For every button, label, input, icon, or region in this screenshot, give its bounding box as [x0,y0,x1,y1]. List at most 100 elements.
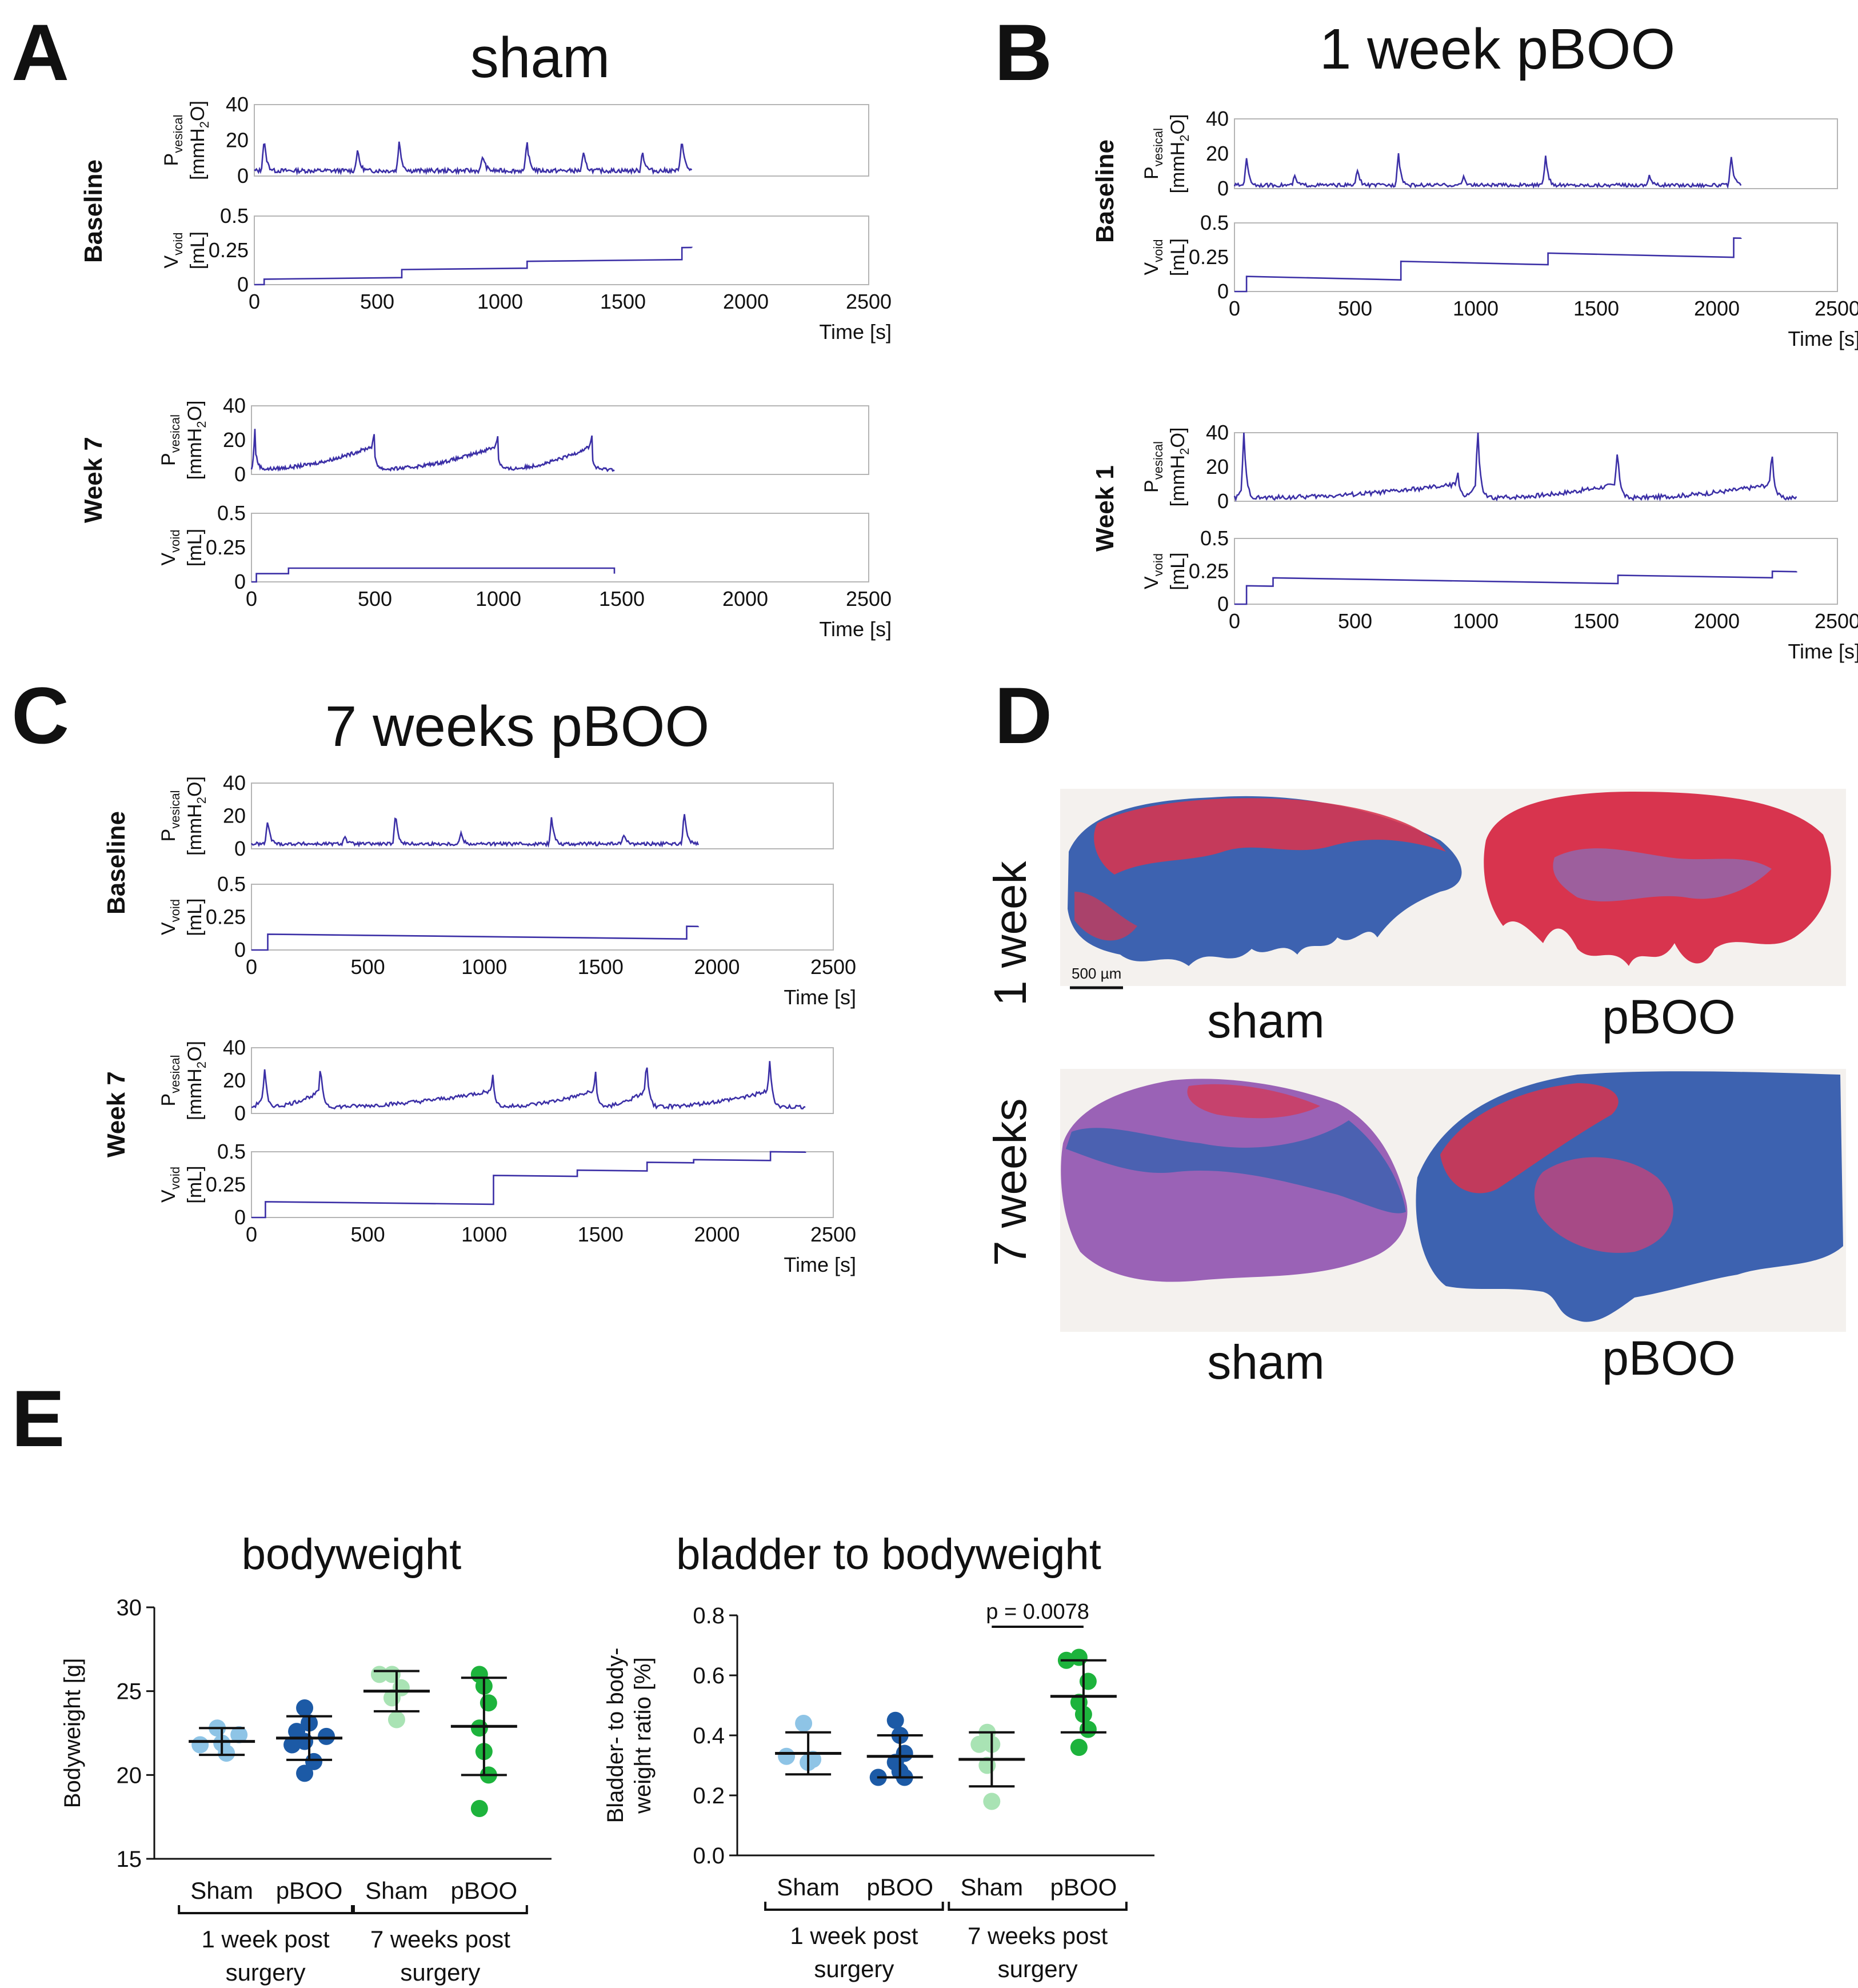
histology-sham-7-weeks [1061,1079,1408,1282]
y-axis-label: Bodyweight [g] [60,1658,85,1808]
y-axis-label: Pvesical [mmH2O] [1141,428,1192,507]
data-point [480,1694,497,1712]
x-tick-label: 1500 [578,955,624,979]
y-tick-label: 0.5 [220,204,249,227]
x-tick-label: 0 [1229,609,1240,633]
y-tick-label: 20 [223,428,246,452]
y-tick-label: 0 [1217,177,1229,200]
plot-frame [1234,432,1838,502]
y-tick-label: 0 [234,837,246,860]
y-tick-label: 0.0 [693,1843,725,1869]
y-tick-label: 0 [234,1101,246,1125]
y-axis-label: Vvoid [mL] [161,231,209,269]
x-tick-label: 500 [358,587,392,610]
plot-frame [251,884,834,951]
group-label: surgery [998,1955,1078,1982]
svg-text:Pvesical: Pvesical [1141,441,1165,493]
subplot-a-week7-volume: 0 0.25 0.5 Vvoid [mL] 0 500 1000 1500 2000 2500 Tim… [158,501,892,641]
plot-frame [251,783,834,849]
subplot-c-week7-volume: 0 0.25 0.5 Vvoid [mL] 0 500 1000 1500 2000 2500 Tim… [158,1140,856,1276]
histology-row-7-weeks: 7 weeks [985,1099,1036,1266]
histology-sham-7-weeks-collagen [1066,1120,1406,1213]
y-tick-label: 25 [117,1679,142,1704]
x-tick-label: 1000 [477,290,523,313]
y-tick-label: 0.5 [217,872,246,896]
y-tick-label: 15 [117,1847,142,1872]
x-tick-label: 1500 [599,587,645,610]
y-tick-label: 40 [1206,107,1229,130]
panel-c-title: 7 weeks pBOO [325,694,710,759]
y-tick-label: 0 [1217,280,1229,303]
y-tick-label: 0.5 [1200,526,1229,550]
y-axis-label: Pvesical [mmH2O] [158,776,209,856]
svg-text:Vvoid: Vvoid [1141,553,1165,589]
y-axis-label: Vvoid [mL] [1141,238,1189,276]
y-tick-label: 0 [234,462,246,486]
svg-text:Vvoid: Vvoid [1141,239,1165,275]
svg-text:Pvesical: Pvesical [1141,128,1165,179]
plot-title: bladder to bodyweight [676,1530,1101,1579]
x-tick-label: 1500 [1573,297,1619,320]
subplot-a-baseline-pressure: 0 20 40 Pvesical [mmH2O] [161,93,869,187]
x-tick-label: 2000 [694,955,740,979]
histology-col-sham-2: sham [1207,1335,1324,1389]
x-tick-label: 2500 [1815,297,1858,320]
y-tick-label: 0.8 [693,1603,725,1628]
trace-line [254,246,693,286]
svg-text:Pvesical: Pvesical [158,791,182,842]
histology-pboo-1-week-collagen [1553,848,1772,902]
svg-text:[mL]: [mL] [184,898,206,936]
y-tick-label: 0 [234,570,246,593]
category-label: pBOO [866,1874,933,1901]
x-axis-label: Time [s] [819,617,892,641]
panel-a-title: sham [470,26,610,90]
svg-text:[mmH2O]: [mmH2O] [184,1041,209,1120]
group-label: 7 weeks post [370,1926,510,1953]
y-tick-label: 0 [234,938,246,961]
x-tick-label: 1000 [1453,609,1499,633]
y-axis-label: Pvesical [mmH2O] [161,101,211,180]
svg-text:[mL]: [mL] [184,1165,206,1203]
x-tick-label: 2500 [810,1223,856,1246]
trace-line [254,141,693,176]
data-point [1070,1739,1088,1756]
data-point [370,1666,388,1683]
trace-line [250,814,700,848]
scatter-plot-bodyweight: bodyweight 15 20 25 30 Bodyweight [g] Sham pBOO… [60,1530,552,1986]
svg-text:[mmH2O]: [mmH2O] [1167,428,1192,507]
row-label-c-week7: Week 7 [102,1071,130,1157]
x-tick-label: 2000 [1694,297,1740,320]
row-label-b-week1: Week 1 [1091,465,1119,552]
group-label: 1 week post [790,1922,918,1949]
y-tick-label: 20 [1206,455,1229,478]
data-point [886,1711,904,1729]
trace-line [1234,237,1742,293]
y-tick-label: 40 [223,1036,246,1059]
group-bracket [178,1905,354,1914]
x-tick-label: 0 [249,290,260,313]
row-label-c-baseline: Baseline [102,811,130,915]
histology-col-pboo-2: pBOO [1602,1331,1735,1385]
x-axis-label: Time [s] [1788,327,1858,350]
svg-text:Pvesical: Pvesical [161,115,185,166]
svg-text:[mmH2O]: [mmH2O] [184,401,209,480]
svg-text:weight ratio [%]: weight ratio [%] [630,1657,656,1814]
y-tick-label: 0.25 [206,1173,246,1196]
data-point [1079,1672,1097,1690]
y-axis-label: Pvesical [mmH2O] [1141,114,1192,194]
group-bracket [764,1902,944,1911]
y-tick-label: 40 [226,93,249,116]
data-point [318,1727,335,1745]
subplot-b-week1-volume: 0 0.25 0.5 Vvoid [mL] 0 500 1000 1500 2000 2500 Tim… [1141,526,1858,663]
histology-col-pboo-1: pBOO [1602,990,1735,1044]
y-tick-label: 0.25 [206,536,246,559]
group-label: surgery [226,1959,306,1986]
x-tick-label: 500 [351,1223,385,1246]
x-tick-label: 2000 [722,587,768,610]
data-point [218,1745,235,1762]
y-tick-label: 0.6 [693,1663,725,1688]
group-bracket [948,1902,1128,1911]
svg-text:Vvoid: Vvoid [158,1167,182,1203]
